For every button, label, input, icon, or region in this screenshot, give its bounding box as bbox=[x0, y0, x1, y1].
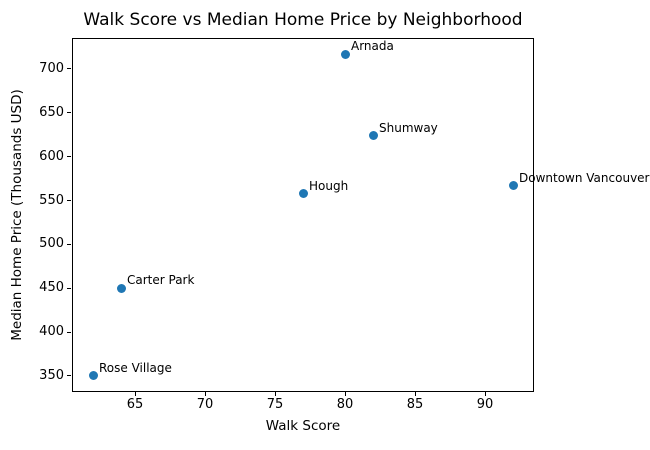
x-tick-mark bbox=[274, 392, 276, 396]
y-tick-mark bbox=[67, 68, 71, 70]
plot-area bbox=[72, 38, 534, 392]
y-tick-mark bbox=[67, 331, 71, 333]
data-point bbox=[340, 49, 350, 59]
y-tick-mark bbox=[67, 243, 71, 245]
y-tick-mark bbox=[67, 287, 71, 289]
y-tick-label: 600 bbox=[39, 148, 64, 164]
chart-title: Walk Score vs Median Home Price by Neigh… bbox=[83, 10, 523, 30]
data-point bbox=[298, 189, 308, 199]
data-point bbox=[508, 181, 518, 191]
y-tick-label: 700 bbox=[39, 60, 64, 76]
data-point-label: Downtown Vancouver bbox=[519, 170, 650, 185]
y-tick-mark bbox=[67, 200, 71, 202]
y-axis-label: Median Home Price (Thousands USD) bbox=[9, 89, 25, 341]
x-tick-label: 80 bbox=[336, 397, 354, 412]
x-tick-mark bbox=[414, 392, 416, 396]
x-tick-label: 85 bbox=[406, 397, 424, 412]
x-tick-mark bbox=[204, 392, 206, 396]
x-tick-label: 65 bbox=[126, 397, 144, 412]
data-point bbox=[88, 371, 98, 381]
x-tick-label: 75 bbox=[266, 397, 284, 412]
data-point-label: Shumway bbox=[379, 120, 438, 135]
y-tick-label: 450 bbox=[39, 280, 64, 296]
x-axis-label: Walk Score bbox=[265, 418, 341, 434]
y-tick-label: 650 bbox=[39, 104, 64, 120]
data-point-label: Rose Village bbox=[99, 360, 172, 375]
data-point-label: Arnada bbox=[351, 39, 394, 54]
y-tick-mark bbox=[67, 112, 71, 114]
x-tick-mark bbox=[134, 392, 136, 396]
x-tick-mark bbox=[484, 392, 486, 396]
x-tick-label: 90 bbox=[476, 397, 494, 412]
y-tick-label: 400 bbox=[39, 324, 64, 340]
y-tick-label: 500 bbox=[39, 236, 64, 252]
x-tick-label: 70 bbox=[196, 397, 214, 412]
y-tick-mark bbox=[67, 375, 71, 377]
y-tick-mark bbox=[67, 156, 71, 158]
data-point-label: Hough bbox=[309, 178, 349, 193]
x-tick-mark bbox=[344, 392, 346, 396]
data-point bbox=[116, 283, 126, 293]
y-tick-label: 350 bbox=[39, 367, 64, 383]
data-point-label: Carter Park bbox=[127, 273, 195, 288]
y-tick-label: 550 bbox=[39, 192, 64, 208]
data-point bbox=[368, 131, 378, 141]
